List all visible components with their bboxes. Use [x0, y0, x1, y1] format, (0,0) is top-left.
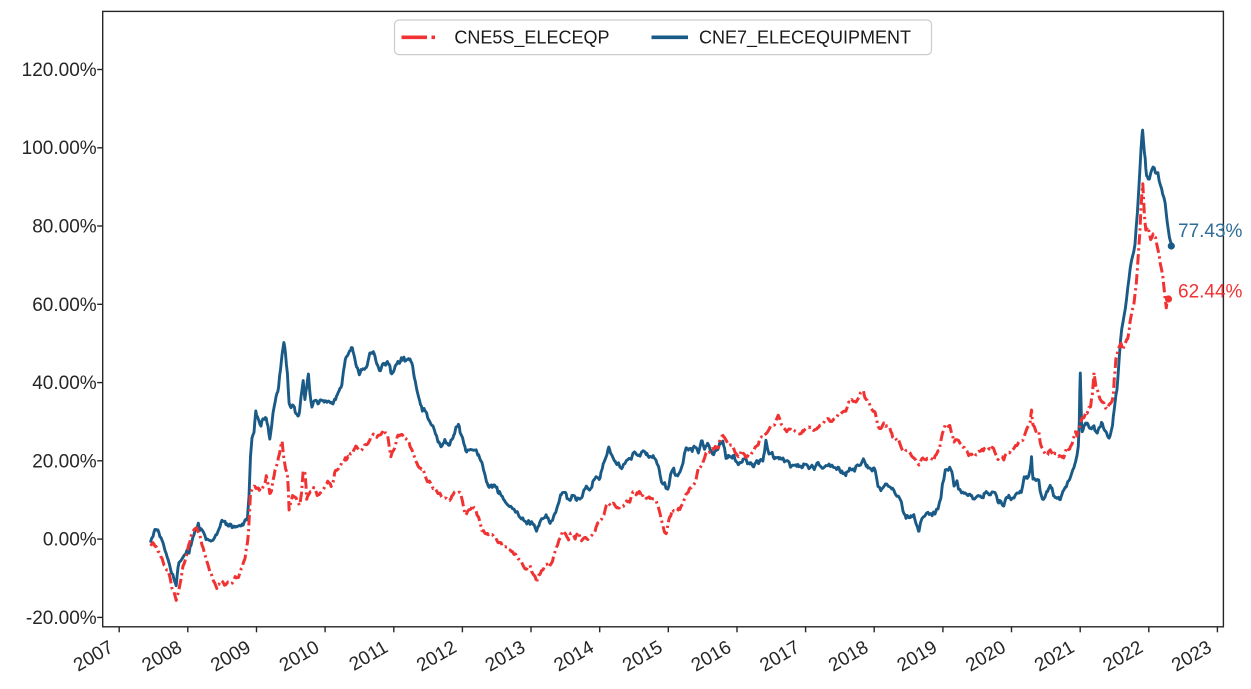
svg-text:20.00%: 20.00%	[32, 451, 97, 472]
svg-text:77.43%: 77.43%	[1178, 221, 1243, 242]
svg-text:-20.00%: -20.00%	[26, 608, 97, 629]
svg-text:60.00%: 60.00%	[32, 295, 97, 316]
svg-text:62.44%: 62.44%	[1178, 282, 1243, 303]
svg-text:80.00%: 80.00%	[32, 217, 97, 238]
svg-text:100.00%: 100.00%	[22, 138, 97, 159]
svg-text:CNE7_ELECEQUIPMENT: CNE7_ELECEQUIPMENT	[699, 28, 911, 49]
svg-text:120.00%: 120.00%	[22, 60, 97, 81]
svg-text:0.00%: 0.00%	[43, 530, 97, 551]
svg-text:40.00%: 40.00%	[32, 373, 97, 394]
svg-text:CNE5S_ELECEQP: CNE5S_ELECEQP	[454, 28, 609, 49]
